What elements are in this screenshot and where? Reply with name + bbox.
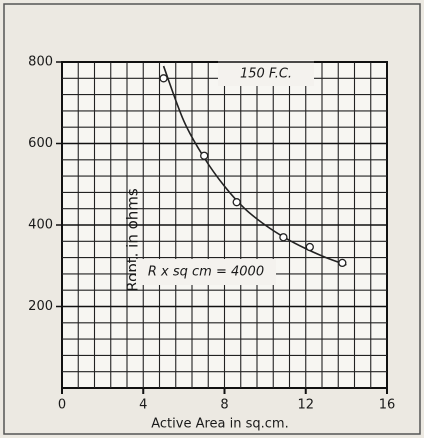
annotation: R x sq cm = 4000 <box>148 265 264 280</box>
data-point <box>232 198 241 207</box>
data-point <box>305 242 314 252</box>
curve <box>162 65 347 266</box>
y-tick-label: 400 <box>28 218 53 233</box>
data-point <box>279 233 288 242</box>
annotation-box <box>136 259 276 285</box>
y-tick-label: 200 <box>28 299 53 314</box>
y-tick-label: 800 <box>28 55 53 70</box>
x-tick-label: 16 <box>379 398 396 413</box>
annotation-box <box>218 60 314 86</box>
y-tick-label: 600 <box>28 136 53 151</box>
data-point <box>200 151 209 160</box>
data-point <box>159 74 168 83</box>
annotation: 150 F.C. <box>240 67 292 82</box>
x-tick-label: 8 <box>220 398 228 413</box>
data-point <box>338 258 347 268</box>
x-tick-label: 0 <box>58 398 66 413</box>
x-axis-label: Active Area in sq.cm. <box>151 417 288 432</box>
x-tick-label: 4 <box>139 398 147 413</box>
x-tick-label: 12 <box>297 398 314 413</box>
frame <box>3 3 421 435</box>
